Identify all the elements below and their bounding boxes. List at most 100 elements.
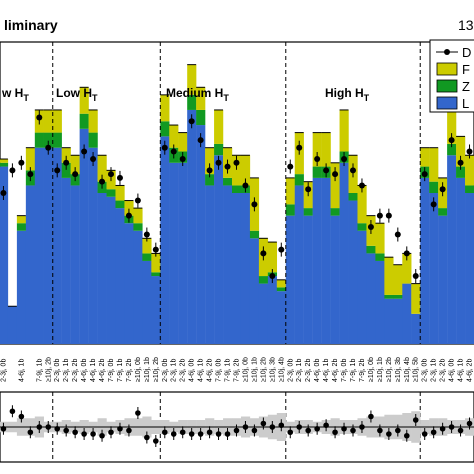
ratio-point-37 [323,422,329,429]
ratio-point-30 [260,420,267,427]
data-point-42 [367,223,374,230]
tick-label-13: 7-9j, 0b [108,359,115,382]
bar-z-33 [285,204,295,216]
bar-l-51 [447,155,457,344]
ratio-point-39 [341,425,347,432]
ratio-point-36 [314,425,320,432]
ratio-point-41 [359,424,365,430]
ratio-point-1 [0,425,7,432]
bar-l-20 [169,162,179,344]
bar-l-25 [214,155,224,344]
bar-z-7 [52,132,62,148]
bar-z-38 [330,208,340,216]
bar-l-40 [348,200,358,344]
legend-label-2: Z [462,79,470,94]
bar-z-18 [151,272,161,277]
bar-l-4 [25,185,36,344]
bar-z-16 [133,223,143,231]
data-point-6 [45,144,52,151]
bar-z-50 [438,208,448,216]
data-point-24 [206,167,213,174]
bar-l-31 [267,276,278,344]
data-point-11 [90,156,97,163]
ratio-point-12 [99,432,105,439]
bar-f-7 [52,109,62,133]
data-point-4 [27,171,34,178]
bar-f-44 [384,257,394,295]
bar-l-1 [0,166,9,344]
bar-z-26 [223,177,233,186]
ratio-point-32 [278,422,285,429]
bar-f-47 [411,283,421,314]
bar-l-44 [384,298,394,344]
bar-l-47 [411,313,421,344]
ratio-point-23 [197,431,204,437]
bar-f-15 [124,200,134,216]
data-point-53 [466,148,473,155]
data-point-51 [448,137,455,144]
region-label-sub-1: T [92,93,98,103]
ratio-point-22 [188,431,195,437]
ratio-point-48 [421,431,428,437]
ratio-point-53 [466,420,473,427]
data-point-37 [323,167,330,174]
bar-l-43 [375,260,385,344]
tick-label-29: ≥10j, 1b [251,357,258,382]
bar-f-3 [16,215,27,224]
ratio-panel [0,391,474,463]
tick-label-9: 2-3j, 2b [72,359,79,382]
data-point-21 [179,156,186,163]
bar-z-34 [294,174,304,186]
ratio-point-21 [179,429,186,436]
tick-label-1: 2-3j, 0b [0,359,7,382]
ratio-point-9 [72,429,78,436]
bar-l-37 [321,177,331,344]
region-label-3: High HT [325,86,370,103]
tick-label-37: 4-6j, 1b [323,359,330,382]
data-point-2 [9,167,16,174]
bar-z-11 [88,132,98,148]
bar-l-12 [97,193,107,344]
data-point-44 [385,212,392,219]
data-point-52 [457,159,464,166]
data-point-25 [215,159,222,166]
bar-z-25 [214,143,224,156]
bar-z-41 [357,223,367,231]
region-label-sub-0: T [23,93,29,103]
tick-label-31: ≥10j, 3b [269,357,276,382]
ratio-point-4 [27,429,34,436]
ratio-point-49 [430,429,437,436]
region-label-sub-3: T [364,93,370,103]
bar-f-18 [151,253,161,273]
data-point-30 [260,250,267,257]
bar-f-16 [133,208,143,224]
bar-l-38 [330,215,340,344]
ratio-point-5 [36,424,43,430]
bar-l-26 [223,185,233,344]
tick-label-47: ≥10j, 5b [413,357,420,382]
ratio-point-51 [448,424,455,430]
bar-f-45 [393,264,403,295]
bar-z-27 [232,185,242,193]
bar-z-44 [384,294,394,299]
bar-l-49 [429,193,439,344]
data-point-50 [439,186,446,193]
bar-f-11 [88,109,98,133]
bar-z-30 [258,276,269,284]
bar-l-11 [88,147,98,344]
bar-z-6 [43,132,53,148]
bar-f-28 [240,155,251,186]
data-point-36 [314,156,321,163]
tick-label-30: ≥10j, 2b [260,357,267,382]
tick-label-26: 7-9j, 1b [225,359,232,382]
data-point-40 [350,167,356,174]
bar-l-22 [187,109,197,344]
tick-label-33: 2-3j, 0b [287,359,294,382]
ratio-point-16 [135,410,141,416]
tick-label-40: 7-9j, 1b [350,359,357,382]
tick-label-43: ≥10j, 1b [377,357,384,382]
data-point-32 [278,246,285,253]
bar-l-15 [124,223,134,344]
ratio-point-47 [412,417,419,423]
ratio-point-15 [126,427,132,434]
